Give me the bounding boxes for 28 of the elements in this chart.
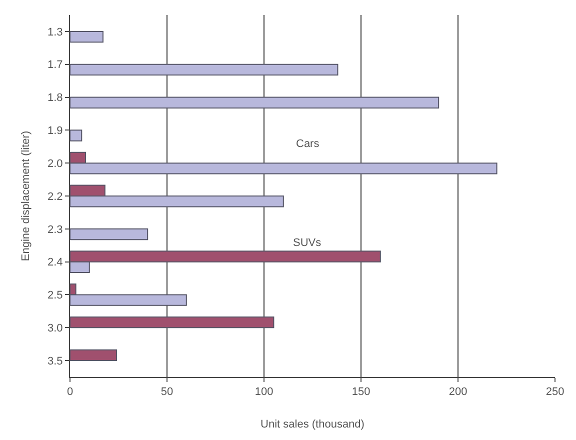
y-tick-label: 1.9 [48,125,63,138]
y-tick-label: 2.3 [48,224,63,236]
y-tick-label: 2.5 [48,290,63,302]
series-label: Cars [296,138,320,150]
bar [70,30,104,43]
y-tick-label: 2.2 [48,190,63,203]
x-axis-title: Unit sales (thousand) [260,418,364,430]
x-tick-label: 250 [546,386,564,398]
bar [70,228,148,240]
bar [70,96,440,108]
y-tick-label: 2.0 [48,158,63,170]
y-tick-label: 3.5 [48,355,63,368]
y-tick-label: 3.0 [48,322,63,334]
x-tick-label: 150 [352,386,370,398]
y-axis-title: Engine displacement (liter) [20,130,32,262]
x-tick-label: 200 [448,386,468,398]
bar [70,130,82,142]
series-label: SUVs [293,237,322,249]
y-tick-label: 1.3 [48,26,63,38]
bar [70,349,118,362]
bar [70,316,274,328]
y-tick-label: 1.7 [48,59,63,72]
x-tick-label: 0 [66,386,74,398]
bar [70,64,338,76]
x-tick-label: 100 [254,386,274,398]
y-tick-label: 2.4 [48,256,63,269]
y-tick-label: 1.8 [48,92,63,104]
x-tick-label: 50 [160,386,174,398]
